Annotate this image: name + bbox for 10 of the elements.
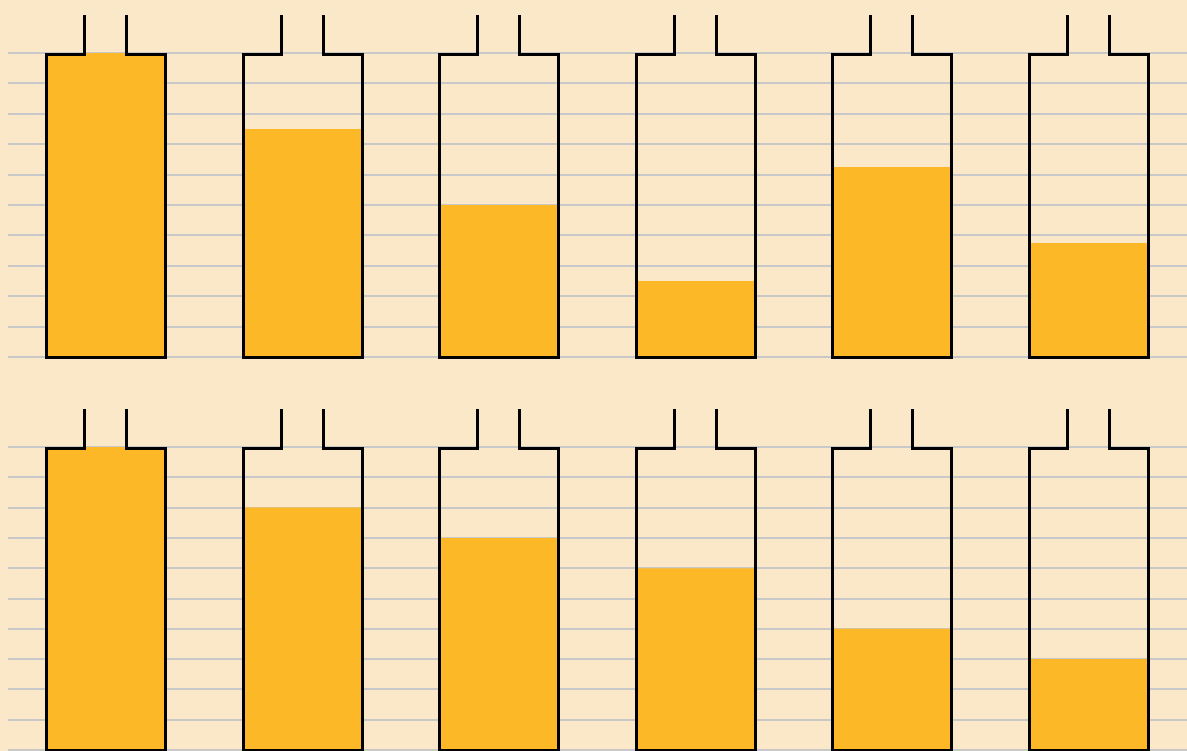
bar — [243, 507, 362, 749]
bar — [1029, 243, 1148, 356]
bar — [1029, 659, 1148, 749]
bar — [636, 281, 755, 356]
bar — [440, 205, 559, 356]
bar — [636, 568, 755, 749]
bar — [833, 167, 952, 356]
bar — [833, 628, 952, 749]
bar — [440, 537, 559, 749]
bar — [243, 129, 362, 356]
